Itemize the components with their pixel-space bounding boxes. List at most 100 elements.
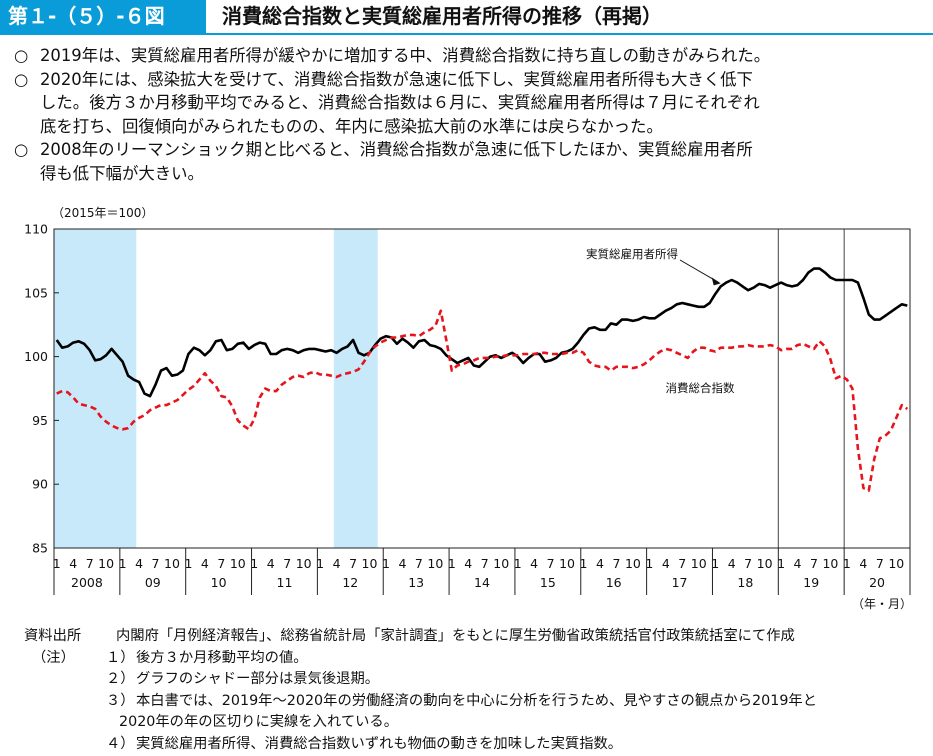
- y-tick-label: 90: [32, 477, 48, 492]
- source-notes: 資料出所 内閣府「月例経済報告」、総務省統計局「家計調査」をもとに厚生労働省政策…: [24, 626, 924, 756]
- summary-bullet-1: ○ 2019年は、実質総雇用者所得が緩やかに増加する中、消費総合指数に持ち直しの…: [14, 44, 919, 68]
- note-text: 内閣府「月例経済報告」、総務省統計局「家計調査」をもとに厚生労働省政策統括官付政…: [116, 628, 795, 644]
- x-month-label: 7: [678, 556, 686, 571]
- x-month-label: 10: [427, 556, 443, 571]
- x-month-label: 7: [415, 556, 423, 571]
- bullet-mark: ○: [14, 46, 29, 65]
- note-text: 実質総雇用者所得、消費総合指数いずれも物価の動きを加味した実質指数。: [136, 735, 623, 752]
- x-month-label: 4: [333, 556, 341, 571]
- x-month-label: 1: [382, 556, 390, 571]
- x-month-label: 10: [230, 556, 246, 571]
- bullet-line: した。後方３か月移動平均でみると、消費総合指数は６月に、実質総雇用者所得は７月に…: [40, 93, 760, 113]
- figure-number-badge: 第１-（５）-６図: [0, 0, 206, 33]
- x-month-label: 4: [530, 556, 538, 571]
- y-tick-label: 110: [24, 222, 48, 237]
- x-year-label: 2008: [71, 575, 103, 590]
- bullet-line: 得も低下幅が大きい。: [40, 163, 204, 183]
- x-month-label: 4: [267, 556, 275, 571]
- bullet-mark: ○: [14, 140, 29, 160]
- x-month-label: 10: [164, 556, 180, 571]
- y-tick-label: 85: [32, 541, 48, 556]
- annotation-consumption-label: 消費総合指数: [666, 381, 735, 395]
- x-month-label: 4: [464, 556, 472, 571]
- annotation-arrowhead: [711, 277, 721, 286]
- x-axis-label: （年・月）: [852, 597, 912, 611]
- summary-bullet-3: ○ 2008年のリーマンショック期と比べると、消費総合指数が急速に低下したほか、…: [14, 138, 919, 185]
- x-year-label: 20: [869, 575, 885, 590]
- x-month-label: 7: [86, 556, 94, 571]
- series-line-income: [55, 267, 908, 398]
- summary-bullets: ○ 2019年は、実質総雇用者所得が緩やかに増加する中、消費総合指数に持ち直しの…: [14, 44, 919, 186]
- x-month-label: 7: [283, 556, 291, 571]
- x-month-label: 1: [711, 556, 719, 571]
- x-month-label: 1: [119, 556, 127, 571]
- x-month-label: 10: [757, 556, 773, 571]
- x-month-label: 4: [201, 556, 209, 571]
- note-text: 2020年の年の区切りに実線を入れている。: [119, 714, 399, 731]
- note-row: ４） 実質総雇用者所得、消費総合指数いずれも物価の動きを加味した実質指数。: [24, 734, 924, 756]
- x-month-label: 1: [580, 556, 588, 571]
- note-row: ２） グラフのシャドー部分は景気後退期。: [24, 669, 924, 691]
- x-month-label: 7: [481, 556, 489, 571]
- y-unit-label: （2015年＝100）: [52, 206, 153, 220]
- note-row: ３） 本白書では、2019年～2020年の労働経済の動向を中心に分析を行うため、…: [24, 691, 924, 713]
- x-month-label: 7: [810, 556, 818, 571]
- x-month-label: 4: [135, 556, 143, 571]
- x-month-label: 10: [98, 556, 114, 571]
- x-month-label: 1: [514, 556, 522, 571]
- note-text: 本白書では、2019年～2020年の労働経済の動向を中心に分析を行うため、見やす…: [136, 692, 818, 709]
- x-month-label: 10: [362, 556, 378, 571]
- note-row: 2020年の年の区切りに実線を入れている。: [24, 712, 924, 734]
- x-year-label: 11: [277, 575, 293, 590]
- x-month-label: 10: [691, 556, 707, 571]
- x-month-label: 7: [152, 556, 160, 571]
- note-text: グラフのシャドー部分は景気後退期。: [136, 671, 380, 688]
- x-month-label: 7: [744, 556, 752, 571]
- x-month-label: 1: [250, 556, 258, 571]
- x-year-label: 18: [737, 575, 753, 590]
- x-month-label: 7: [876, 556, 884, 571]
- x-month-label: 1: [777, 556, 785, 571]
- x-month-label: 1: [843, 556, 851, 571]
- x-year-label: 13: [408, 575, 424, 590]
- note-number: ２）: [106, 671, 135, 688]
- plot-frame: [53, 228, 911, 549]
- x-year-label: 16: [606, 575, 622, 590]
- x-year-label: 15: [540, 575, 556, 590]
- figure-title: 消費総合指数と実質総雇用者所得の推移（再掲）: [222, 4, 662, 28]
- bullet-mark: ○: [14, 69, 29, 89]
- x-month-label: 7: [547, 556, 555, 571]
- x-month-label: 4: [662, 556, 670, 571]
- note-label: 資料出所: [24, 628, 82, 644]
- y-tick-label: 100: [24, 349, 48, 364]
- x-month-label: 7: [349, 556, 357, 571]
- x-month-label: 1: [53, 556, 61, 571]
- note-number: ３）: [106, 692, 135, 709]
- note-label: （注）: [32, 649, 75, 666]
- x-month-label: 10: [559, 556, 575, 571]
- x-month-label: 10: [493, 556, 509, 571]
- y-tick-label: 95: [32, 413, 48, 428]
- annotation-income-label: 実質総雇用者所得: [586, 247, 678, 261]
- x-month-label: 1: [645, 556, 653, 571]
- bullet-line: 2019年は、実質総雇用者所得が緩やかに増加する中、消費総合指数に持ち直しの動き…: [40, 46, 771, 65]
- y-tick-label: 105: [24, 285, 48, 300]
- note-row: （注） １） 後方３か月移動平均の値。: [24, 648, 924, 670]
- x-month-label: 10: [625, 556, 641, 571]
- x-month-label: 4: [728, 556, 736, 571]
- x-month-label: 1: [184, 556, 192, 571]
- note-row: 資料出所 内閣府「月例経済報告」、総務省統計局「家計調査」をもとに厚生労働省政策…: [24, 626, 924, 648]
- x-year-label: 10: [211, 575, 227, 590]
- x-month-label: 4: [794, 556, 802, 571]
- x-month-label: 10: [888, 556, 904, 571]
- x-month-label: 4: [596, 556, 604, 571]
- x-month-label: 4: [69, 556, 77, 571]
- x-month-label: 4: [859, 556, 867, 571]
- x-year-label: 12: [342, 575, 358, 590]
- summary-bullet-2: ○ 2020年には、感染拡大を受けて、消費総合指数が急速に低下し、実質総雇用者所…: [14, 68, 919, 139]
- x-month-label: 1: [316, 556, 324, 571]
- title-underline: [0, 33, 933, 35]
- x-year-label: 19: [803, 575, 819, 590]
- note-text: 後方３か月移動平均の値。: [136, 649, 308, 666]
